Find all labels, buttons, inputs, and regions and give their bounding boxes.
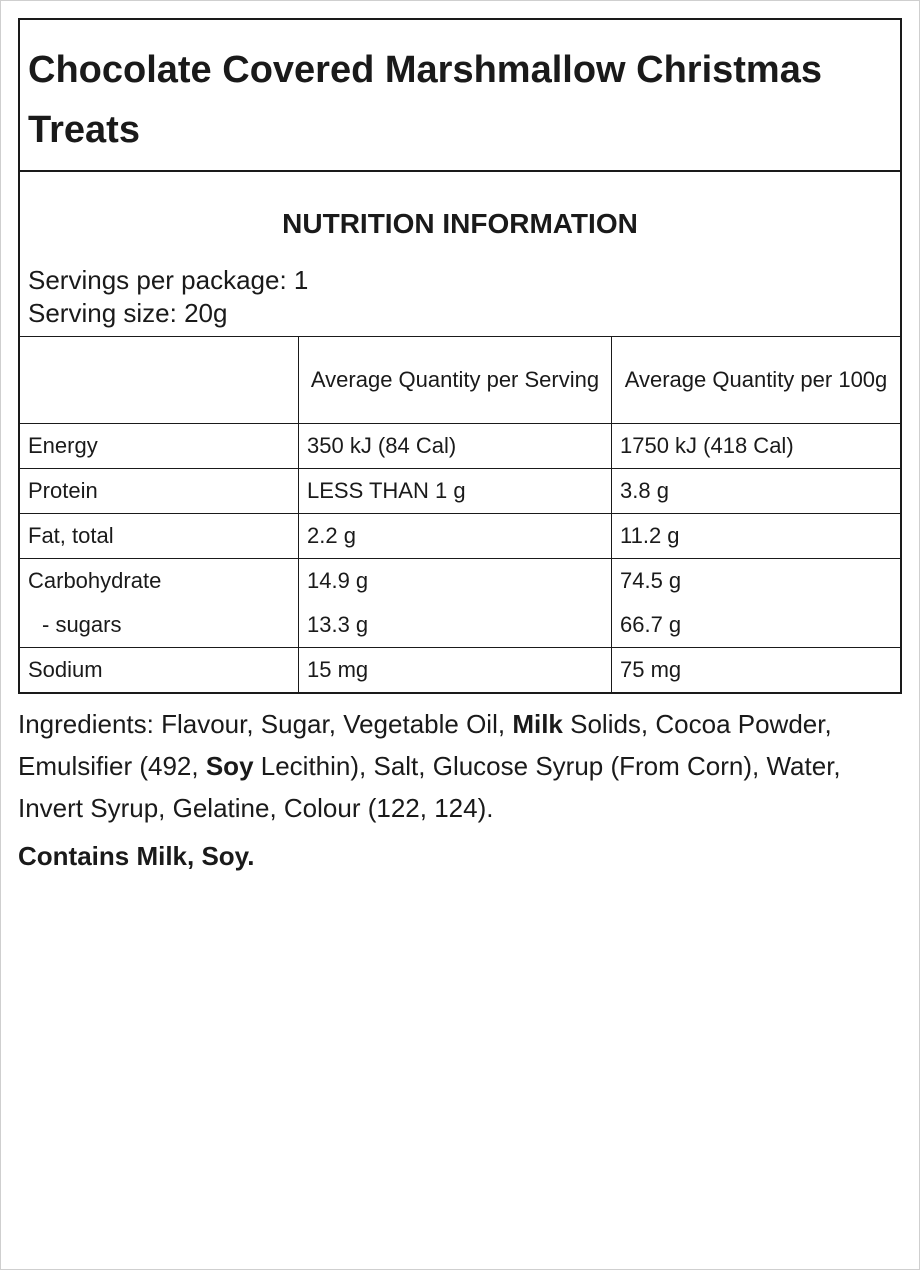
nutrition-info-box: NUTRITION INFORMATION Servings per packa… <box>20 172 900 337</box>
carbohydrate-label: Carbohydrate <box>28 568 162 593</box>
allergen-milk: Milk <box>512 709 563 739</box>
table-row: Fat, total 2.2 g 11.2 g <box>20 513 900 559</box>
sodium-label: Sodium <box>20 647 299 692</box>
fat-per100: 11.2 g <box>611 513 900 559</box>
table-header-row: Average Quantity per Serving Average Qua… <box>20 337 900 424</box>
sodium-serving: 15 mg <box>298 647 612 692</box>
nutrition-table: Average Quantity per Serving Average Qua… <box>20 337 900 692</box>
table-row: Energy 350 kJ (84 Cal) 1750 kJ (418 Cal) <box>20 423 900 469</box>
nutrition-heading: NUTRITION INFORMATION <box>282 208 638 239</box>
header-per-serving: Average Quantity per Serving <box>298 337 612 424</box>
product-title: Chocolate Covered Marshmallow Christmas … <box>28 49 822 151</box>
carbohydrate-per100-cell: 74.5 g 66.7 g <box>611 558 900 648</box>
allergen-statement: Contains Milk, Soy. <box>18 841 255 871</box>
ingredients-part-3: Lecithin), Salt, Glucose Syrup (From Cor… <box>18 751 841 823</box>
sugars-per100: 66.7 g <box>620 612 682 637</box>
energy-serving: 350 kJ (84 Cal) <box>298 423 612 469</box>
sugars-label: - sugars <box>42 612 122 637</box>
ingredients-text: Ingredients: Flavour, Sugar, Vegetable O… <box>18 703 908 829</box>
energy-label: Energy <box>20 423 299 469</box>
table-row: Sodium 15 mg 75 mg <box>20 647 900 692</box>
protein-per100: 3.8 g <box>611 468 900 514</box>
servings-per-package: Servings per package: 1 <box>28 265 309 295</box>
protein-serving: LESS THAN 1 g <box>298 468 612 514</box>
carbohydrate-label-cell: Carbohydrate - sugars <box>20 558 299 648</box>
ingredients-part-2: Solids, Cocoa Powder, Emulsifier (492, <box>18 709 832 781</box>
protein-label: Protein <box>20 468 299 514</box>
nutrition-panel: Chocolate Covered Marshmallow Christmas … <box>18 18 902 694</box>
table-row: Protein LESS THAN 1 g 3.8 g <box>20 468 900 514</box>
fat-label: Fat, total <box>20 513 299 559</box>
header-label-cell <box>20 337 299 424</box>
fat-serving: 2.2 g <box>298 513 612 559</box>
carbohydrate-serving: 14.9 g <box>307 568 369 593</box>
title-box: Chocolate Covered Marshmallow Christmas … <box>20 20 900 172</box>
table-row: Carbohydrate - sugars 14.9 g 13.3 g 74.5… <box>20 558 900 648</box>
sugars-serving: 13.3 g <box>307 612 369 637</box>
energy-per100: 1750 kJ (418 Cal) <box>611 423 900 469</box>
allergen-soy: Soy <box>205 751 254 781</box>
carbohydrate-serving-cell: 14.9 g 13.3 g <box>298 558 612 648</box>
carbohydrate-per100: 74.5 g <box>620 568 682 593</box>
sodium-per100: 75 mg <box>611 647 900 692</box>
ingredients-part-1: Ingredients: Flavour, Sugar, Vegetable O… <box>18 709 513 739</box>
serving-size: Serving size: 20g <box>28 298 228 328</box>
header-per-100g: Average Quantity per 100g <box>611 337 900 424</box>
